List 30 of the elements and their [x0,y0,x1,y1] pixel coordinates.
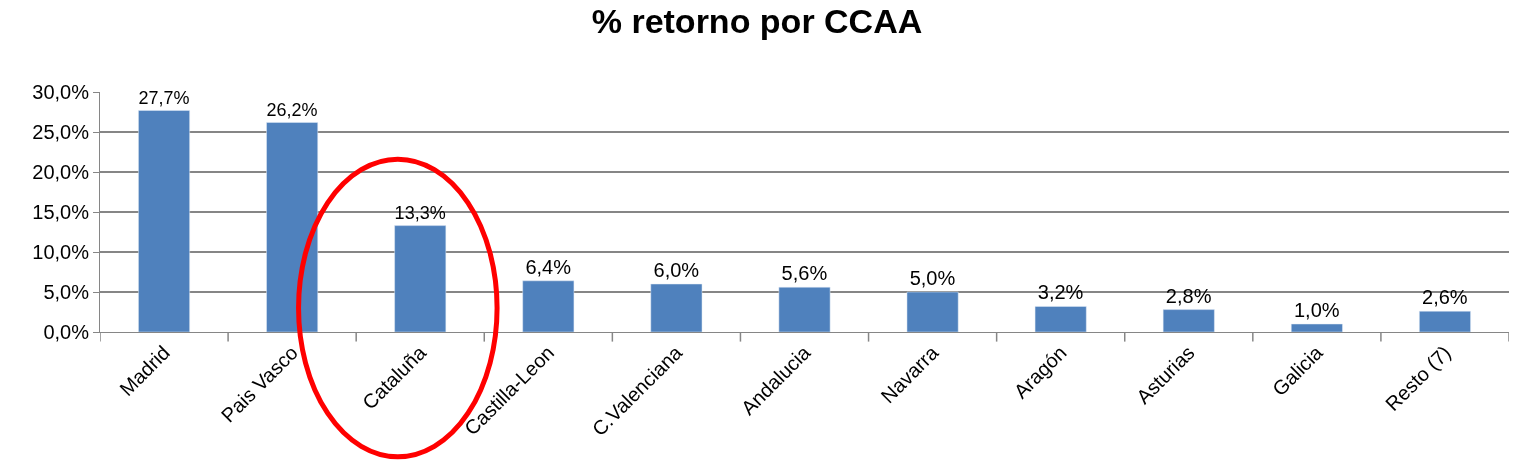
bar [522,280,575,332]
data-label: 2,6% [1422,286,1468,309]
data-label: 5,6% [781,262,828,285]
data-label: 27,7% [138,87,190,108]
data-label: 13,3% [394,203,446,223]
bar [1419,310,1471,332]
bar [394,225,447,332]
y-tick-label: 20,0% [32,161,90,183]
data-label: 3,2% [1037,281,1084,304]
bar [138,110,190,332]
data-label: 6,0% [653,259,700,281]
bar [650,283,703,332]
bar [1162,309,1215,332]
chart-title: % retorno por CCAA [591,2,923,41]
data-label: 26,2% [266,99,318,120]
y-tick-label: 5,0% [43,281,90,303]
y-tick-label: 10,0% [32,241,90,263]
bar [778,286,831,332]
y-tick-label: 15,0% [32,201,90,223]
data-label: 6,4% [525,255,572,278]
y-tick-label: 25,0% [32,121,90,143]
data-label: 5,0% [909,267,956,289]
bar [1034,306,1087,332]
bar [906,291,959,332]
y-tick-label: 30,0% [32,81,90,103]
y-tick-label: 0,0% [43,321,90,343]
data-label: 1,0% [1293,299,1340,321]
bar [1291,323,1343,332]
data-label: 2,8% [1165,284,1212,307]
bar [266,122,318,332]
